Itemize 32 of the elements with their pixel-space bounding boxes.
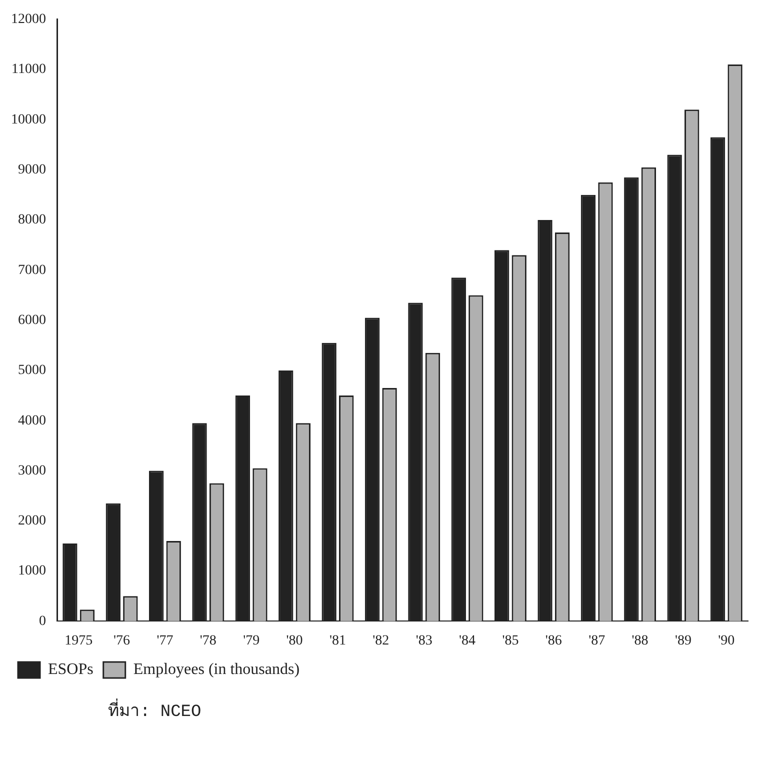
x-tick-label: 1975	[64, 633, 93, 648]
x-tick-label: '81	[329, 633, 346, 648]
y-tick-label: 2000	[18, 514, 46, 529]
y-tick-label: 0	[39, 614, 46, 629]
x-tick-label: '84	[459, 633, 476, 648]
text: ที่มา: NCEO	[108, 698, 202, 723]
x-tick-label: '78	[200, 633, 216, 648]
x-tick-label: '83	[416, 633, 432, 648]
x-tick-label: '82	[372, 633, 390, 648]
x-tick-label: '88	[632, 633, 648, 648]
y-tick-label: 4000	[18, 413, 46, 428]
x-tick-label: '79	[243, 633, 260, 648]
x-tick-label: '80	[286, 633, 303, 648]
legend-label: ESOPs	[48, 661, 94, 678]
y-tick-label: 10000	[11, 112, 46, 128]
x-tick-label: '77	[156, 633, 174, 648]
x-tick-label: '87	[588, 633, 606, 648]
x-tick-label: '86	[545, 633, 562, 648]
x-tick-label: '76	[114, 633, 130, 648]
legend-label: Employees (in thousands)	[133, 661, 300, 678]
y-tick-label: 11000	[12, 62, 46, 78]
y-tick-label: 8000	[18, 212, 46, 228]
y-tick-label: 1000	[18, 564, 46, 579]
x-tick-label: '89	[674, 633, 692, 648]
y-tick-label: 3000	[18, 463, 46, 478]
y-tick-label: 5000	[18, 363, 46, 378]
y-tick-label: 7000	[18, 262, 46, 278]
y-tick-label: 9000	[18, 162, 46, 178]
x-tick-label: '90	[718, 633, 735, 648]
y-tick-label: 6000	[18, 312, 46, 328]
y-tick-label: 12000	[11, 12, 46, 28]
x-tick-label: '85	[502, 633, 519, 648]
